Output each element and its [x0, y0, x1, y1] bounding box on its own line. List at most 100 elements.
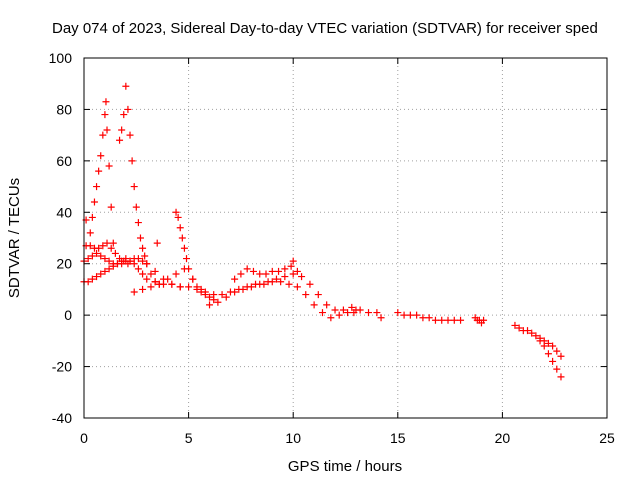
data-point — [185, 283, 193, 291]
data-point — [101, 267, 109, 275]
data-point — [323, 301, 331, 309]
data-point — [298, 273, 306, 281]
series-track-b — [80, 255, 184, 291]
data-point — [124, 105, 132, 113]
data-point — [105, 162, 113, 170]
data-point — [118, 126, 126, 134]
data-point — [201, 291, 209, 299]
data-point — [139, 257, 147, 265]
data-point — [93, 273, 101, 281]
y-tick-label: 20 — [56, 256, 72, 272]
data-point — [306, 280, 314, 288]
data-point — [105, 257, 113, 265]
data-point — [116, 136, 124, 144]
data-point — [528, 329, 536, 337]
data-point — [155, 280, 163, 288]
data-point — [318, 309, 326, 317]
x-tick-label: 5 — [185, 430, 193, 446]
data-point — [480, 316, 488, 324]
data-point — [314, 291, 322, 299]
y-tick-label: 0 — [64, 307, 72, 323]
data-point — [438, 316, 446, 324]
data-point — [143, 275, 151, 283]
data-point — [247, 283, 255, 291]
data-point — [231, 288, 239, 296]
data-point — [310, 301, 318, 309]
series-track-d — [130, 265, 205, 296]
data-point — [400, 311, 408, 319]
y-tick-label: 100 — [49, 50, 73, 66]
data-point — [103, 126, 111, 134]
data-point — [88, 252, 96, 260]
data-point — [557, 373, 565, 381]
data-point — [365, 309, 373, 317]
data-point — [373, 309, 381, 317]
data-point — [339, 306, 347, 314]
data-point — [450, 316, 458, 324]
y-axis-label: SDTVAR / TECUs — [6, 178, 23, 298]
data-point — [189, 275, 197, 283]
data-point — [511, 321, 519, 329]
data-point — [275, 267, 283, 275]
data-point — [178, 234, 186, 242]
data-point — [88, 275, 96, 283]
data-point — [130, 288, 138, 296]
data-point — [553, 347, 561, 355]
series-track-e — [206, 270, 381, 317]
data-point — [425, 314, 433, 322]
data-point — [515, 324, 523, 332]
data-point — [101, 255, 109, 263]
data-point — [84, 278, 92, 286]
x-tick-label: 25 — [599, 430, 615, 446]
data-point — [84, 255, 92, 263]
data-point — [93, 183, 101, 191]
data-point — [107, 203, 115, 211]
data-point — [327, 314, 335, 322]
data-point — [268, 267, 276, 275]
data-point — [139, 270, 147, 278]
data-point — [289, 257, 297, 265]
data-point — [176, 283, 184, 291]
data-point — [331, 306, 339, 314]
data-point — [90, 198, 98, 206]
data-point — [549, 357, 557, 365]
data-point — [176, 224, 184, 232]
data-point — [193, 283, 201, 291]
data-point — [99, 242, 107, 250]
data-point — [86, 242, 94, 250]
data-point — [183, 255, 191, 263]
y-tick-label: 80 — [56, 101, 72, 117]
data-point — [544, 339, 552, 347]
data-point — [356, 306, 364, 314]
data-point — [103, 239, 111, 247]
series-spike-1 — [86, 98, 115, 237]
data-point — [97, 252, 105, 260]
y-tick-label: -20 — [52, 359, 72, 375]
data-point — [237, 270, 245, 278]
data-point — [256, 270, 264, 278]
x-tick-label: 0 — [80, 430, 88, 446]
data-point — [239, 285, 247, 293]
x-tick-label: 10 — [285, 430, 301, 446]
chart-title: Day 074 of 2023, Sidereal Day-to-day VTE… — [52, 20, 598, 37]
data-point — [256, 280, 264, 288]
series-track-h — [471, 314, 488, 327]
data-point — [348, 303, 356, 311]
data-point — [394, 309, 402, 317]
data-point — [132, 203, 140, 211]
data-point — [99, 131, 107, 139]
data-point — [344, 309, 352, 317]
data-point — [128, 157, 136, 165]
x-axis-label: GPS time / hours — [288, 458, 402, 475]
data-point — [180, 244, 188, 252]
data-point — [285, 280, 293, 288]
data-point — [377, 314, 385, 322]
y-tick-label: -40 — [52, 410, 72, 426]
data-point — [222, 293, 230, 301]
data-point — [536, 337, 544, 345]
data-point — [147, 283, 155, 291]
data-point — [293, 267, 301, 275]
data-point — [210, 296, 218, 304]
data-point — [134, 265, 142, 273]
data-point — [302, 291, 310, 299]
